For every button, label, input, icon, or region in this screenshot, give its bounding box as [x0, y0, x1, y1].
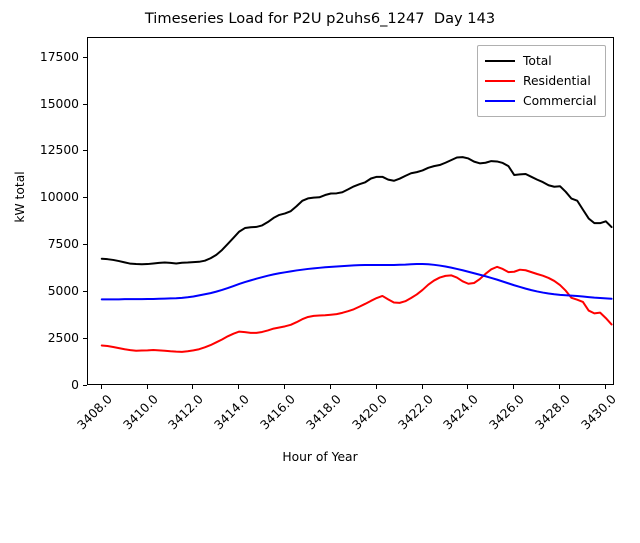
x-tick-mark [375, 385, 377, 389]
legend-item: Residential [485, 71, 597, 91]
y-tick-label: 2500 [47, 331, 79, 346]
x-tick-mark [559, 385, 560, 389]
legend-label: Residential [523, 74, 591, 88]
y-tick-label: 17500 [39, 49, 79, 64]
legend-label: Commercial [523, 94, 597, 108]
legend-item: Total [485, 51, 597, 71]
y-tick-label: 10000 [39, 190, 79, 205]
y-tick-mark [83, 385, 87, 386]
x-tick-mark [284, 385, 286, 389]
y-tick-label: 7500 [47, 237, 79, 252]
matplotlib-figure: Timeseries Load for P2U p2uhs6_1247 Day … [0, 0, 619, 480]
y-tick-mark [83, 244, 87, 246]
y-tick-label: 12500 [39, 143, 79, 158]
series-canvas [100, 156, 613, 353]
series-line-residential [100, 265, 613, 353]
legend-item: Commercial [485, 91, 597, 111]
y-tick-mark [83, 338, 87, 340]
y-tick-mark [83, 56, 87, 58]
y-tick-mark [83, 103, 87, 105]
y-axis-tick-labels: 0 2500 5000 7500 10000 12500 15000 17500 [0, 0, 79, 480]
x-tick-mark [329, 385, 331, 389]
series-line-total [100, 156, 613, 266]
x-tick-mark [467, 385, 469, 389]
y-tick-mark [83, 291, 87, 293]
legend-color-swatch [485, 80, 515, 82]
legend-color-swatch [485, 100, 515, 102]
x-tick-mark [192, 385, 194, 389]
y-tick-label: 15000 [39, 96, 79, 111]
y-tick-mark [83, 197, 87, 199]
series-line-commercial [100, 263, 613, 301]
x-tick-mark [513, 385, 515, 389]
y-tick-label: 0 [71, 378, 79, 392]
y-tick-mark [83, 150, 87, 152]
x-tick-mark [146, 385, 148, 389]
legend: Total Residential Commercial [477, 45, 606, 117]
x-tick-mark [604, 385, 606, 389]
x-tick-mark [238, 385, 240, 389]
x-tick-mark [421, 385, 423, 389]
chart-title: Timeseries Load for P2U p2uhs6_1247 Day … [144, 10, 496, 27]
x-tick-mark [100, 385, 102, 389]
legend-label: Total [523, 54, 552, 68]
legend-color-swatch [485, 60, 515, 62]
x-axis-title: Hour of Year [282, 450, 358, 464]
y-tick-label: 5000 [47, 284, 79, 299]
